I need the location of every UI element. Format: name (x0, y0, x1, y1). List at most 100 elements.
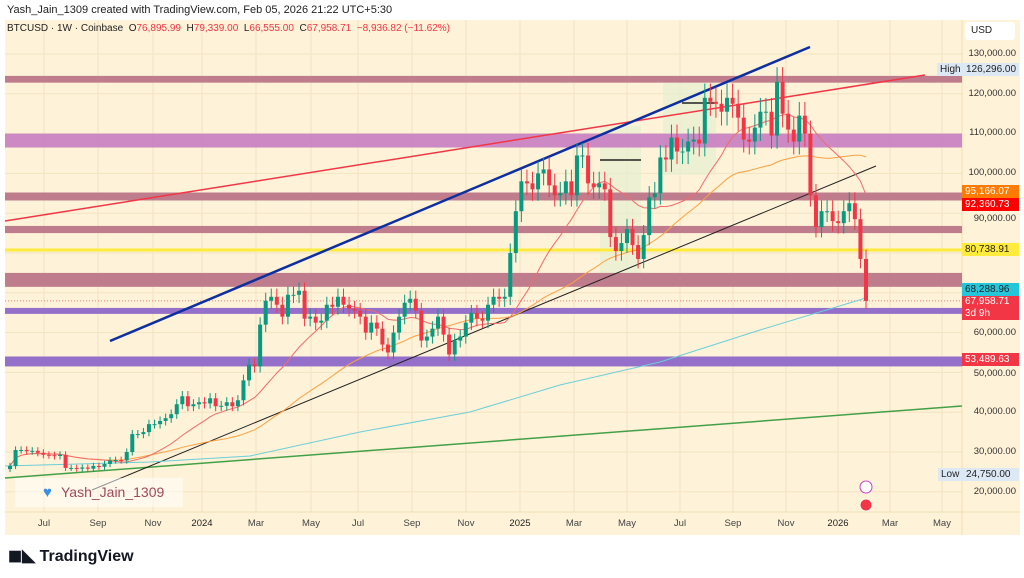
candle-body (8, 465, 12, 470)
candle-body (813, 195, 818, 228)
candle-body (274, 296, 279, 305)
candle-body (308, 316, 313, 319)
candle-body (436, 316, 440, 329)
candle-body (174, 404, 179, 415)
candle-body (636, 245, 641, 259)
candle-body (252, 364, 257, 367)
brand-name: TradingView (39, 548, 134, 565)
candle-body (191, 404, 196, 407)
candle-body (369, 322, 374, 333)
candle-body (597, 183, 602, 188)
candle-body (91, 465, 96, 469)
resistance-zone (5, 192, 962, 201)
candle-body (836, 221, 841, 224)
candle-body (196, 402, 201, 405)
high-marker-label: High (937, 63, 962, 76)
price-tick: 120,000.00 (968, 88, 1016, 99)
last-price-tag: 67,958.71 3d 9h (962, 296, 1019, 320)
candle-body (747, 139, 752, 142)
candle-body (847, 203, 852, 212)
candle-body (52, 455, 57, 457)
candle-body (241, 380, 246, 401)
date-tick: Sep (89, 518, 107, 529)
candle-body (124, 452, 129, 461)
candle-body (269, 296, 274, 301)
candle-body (302, 290, 307, 319)
close-label: C (299, 23, 307, 34)
author-watermark: ♥ Yash_Jain_1309 (15, 478, 183, 507)
candle-body (358, 310, 363, 317)
yellow-level-tag: 80,738.91 (962, 243, 1019, 256)
candle-body (569, 181, 574, 196)
high-value: 79,339.00 (193, 23, 239, 34)
low-label: L (243, 23, 250, 34)
candle-body (574, 155, 579, 196)
ma20-price-tag: 92,360.73 (962, 198, 1019, 211)
candle-body (763, 111, 768, 113)
candle-body (297, 290, 302, 295)
candle-body (819, 211, 824, 228)
candle-body (663, 157, 668, 160)
candle-body (380, 328, 385, 345)
candle-body (669, 137, 674, 160)
currency-button[interactable]: USD (965, 22, 1015, 40)
price-tick: 90,000.00 (973, 213, 1016, 224)
symbol-info[interactable]: BTCUSD · 1W · Coinbase (7, 23, 124, 34)
price-tick: 100,000.00 (968, 167, 1016, 178)
candle-body (385, 344, 390, 353)
candle-body (424, 336, 429, 341)
resistance-zone (5, 133, 962, 148)
candle-body (135, 434, 140, 436)
candle-body (280, 304, 285, 317)
date-tick: May (302, 518, 320, 529)
candle-body (219, 405, 224, 407)
candle-body (858, 219, 863, 259)
candle-body (480, 318, 485, 321)
candle-body (113, 459, 118, 461)
candle-body (519, 181, 524, 212)
candle-body (447, 334, 452, 355)
date-tick: Jul (37, 518, 51, 529)
candle-body (452, 340, 457, 355)
candle-body (547, 169, 552, 186)
candle-body (41, 452, 46, 455)
candle-body (736, 103, 741, 118)
candle-body (613, 237, 618, 252)
support-zone (5, 307, 962, 314)
date-tick: May (618, 518, 636, 529)
candle-body (347, 304, 352, 309)
date-tick: 2026 (827, 518, 849, 529)
candle-body (780, 81, 785, 114)
candle-body (791, 129, 796, 142)
candle-body (524, 181, 529, 184)
range-box (600, 126, 641, 276)
candle-body (641, 235, 646, 259)
candle-body (69, 467, 74, 469)
candle-body (719, 103, 724, 112)
candle-body (458, 336, 463, 341)
candle-body (58, 454, 63, 456)
candle-body (852, 203, 857, 220)
tv-logo-icon: ◼◣ (8, 546, 36, 565)
low-marker-value: 24,750.00 (962, 468, 1019, 481)
open-value: 76,895.99 (136, 23, 181, 34)
candle-body (430, 328, 435, 337)
tradingview-logo: ◼◣ TradingView (8, 546, 134, 566)
candle-body (552, 185, 557, 196)
candle-body (691, 139, 696, 142)
change-value: −8,936.82 (−11.62%) (356, 23, 450, 34)
date-tick: Sep (724, 518, 742, 529)
low-marker-label: Low (938, 468, 962, 481)
candle-body (180, 396, 185, 405)
candle-body (864, 258, 868, 301)
candle-body (830, 211, 835, 222)
resistance-zone (5, 272, 962, 287)
candle-body (352, 308, 357, 311)
candle-body (713, 101, 718, 104)
candle-body (63, 454, 68, 468)
candle-body (591, 183, 596, 188)
price-tick: 60,000.00 (973, 327, 1016, 338)
candle-body (402, 302, 407, 317)
candle-body (708, 97, 713, 102)
